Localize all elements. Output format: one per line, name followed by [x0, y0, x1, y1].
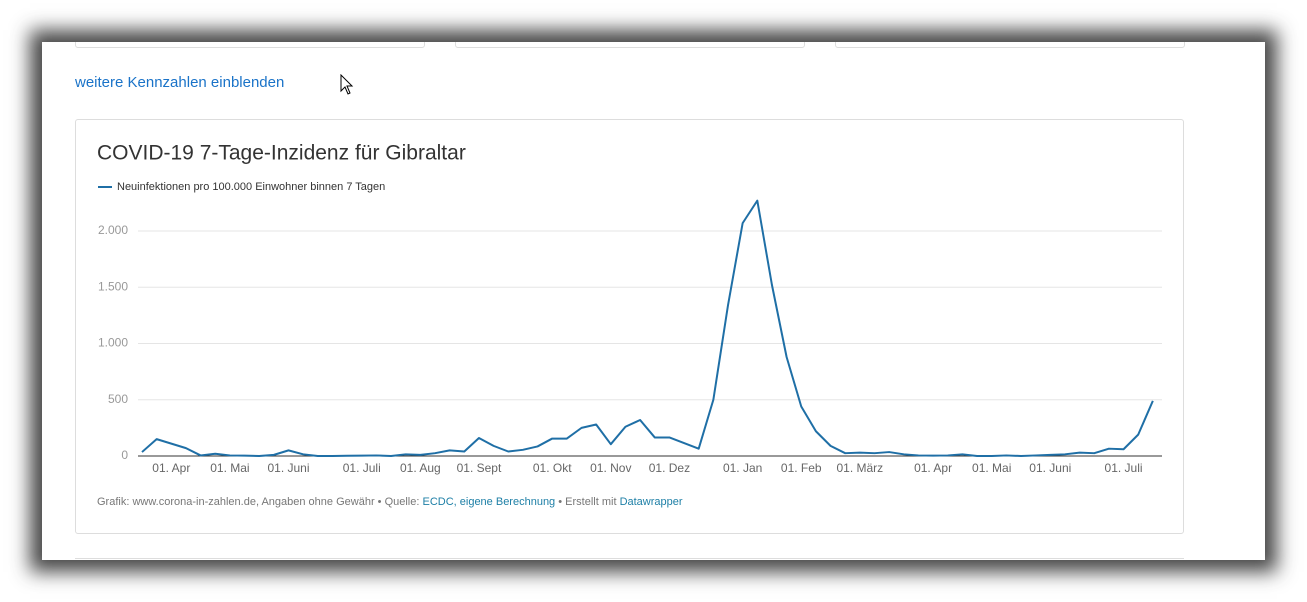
card-stub: [835, 42, 1185, 48]
chart: COVID-19 7-Tage-Inzidenz für Gibraltar 0…: [97, 142, 1162, 475]
y-tick-label: 2.000: [98, 223, 128, 237]
x-tick-label: 01. Juni: [1029, 461, 1071, 475]
browser-window: weitere Kennzahlen einblenden COVID-19 7…: [42, 42, 1265, 560]
x-tick-label: 01. Dez: [649, 461, 690, 475]
x-tick-label: 01. Okt: [533, 461, 572, 475]
x-tick-label: 01. Juni: [267, 461, 309, 475]
x-tick-label: 01. Juli: [1105, 461, 1143, 475]
chart-title: COVID-19 7-Tage-Inzidenz für Gibraltar: [97, 142, 466, 165]
card-stub: [455, 42, 805, 48]
y-tick-label: 500: [108, 392, 128, 406]
x-tick-label: 01. Nov: [590, 461, 631, 475]
next-card: [75, 558, 1184, 560]
footer-text: • Erstellt mit: [558, 496, 617, 508]
y-tick-label: 1.500: [98, 279, 128, 293]
y-tick-label: 0: [121, 448, 128, 462]
tool-link[interactable]: Datawrapper: [619, 496, 683, 508]
legend-label: Neuinfektionen pro 100.000 Einwohner bin…: [117, 181, 385, 193]
x-tick-label: 01. Juli: [343, 461, 381, 475]
chart-footer: Grafik: www.corona-in-zahlen.de, Angaben…: [97, 496, 683, 508]
x-tick-label: 01. Aug: [400, 461, 441, 475]
card-stub: [75, 42, 425, 48]
mouse-cursor: [340, 74, 354, 95]
x-tick-label: 01. Mai: [972, 461, 1011, 475]
footer-text: Grafik: www.corona-in-zahlen.de, Angaben…: [97, 496, 420, 508]
x-tick-label: 01. Jan: [723, 461, 762, 475]
data-line: [141, 199, 1154, 457]
x-tick-label: 01. Sept: [457, 461, 502, 475]
x-tick-label: 01. März: [837, 461, 884, 475]
y-tick-label: 1.000: [98, 336, 128, 350]
show-more-link[interactable]: weitere Kennzahlen einblenden: [75, 74, 285, 91]
x-tick-label: 01. Mai: [210, 461, 249, 475]
source-link[interactable]: ECDC, eigene Berechnung: [422, 496, 556, 508]
x-tick-label: 01. Apr: [152, 461, 190, 475]
chart-card: COVID-19 7-Tage-Inzidenz für Gibraltar 0…: [75, 119, 1184, 534]
x-tick-label: 01. Apr: [914, 461, 952, 475]
x-tick-label: 01. Feb: [781, 461, 822, 475]
